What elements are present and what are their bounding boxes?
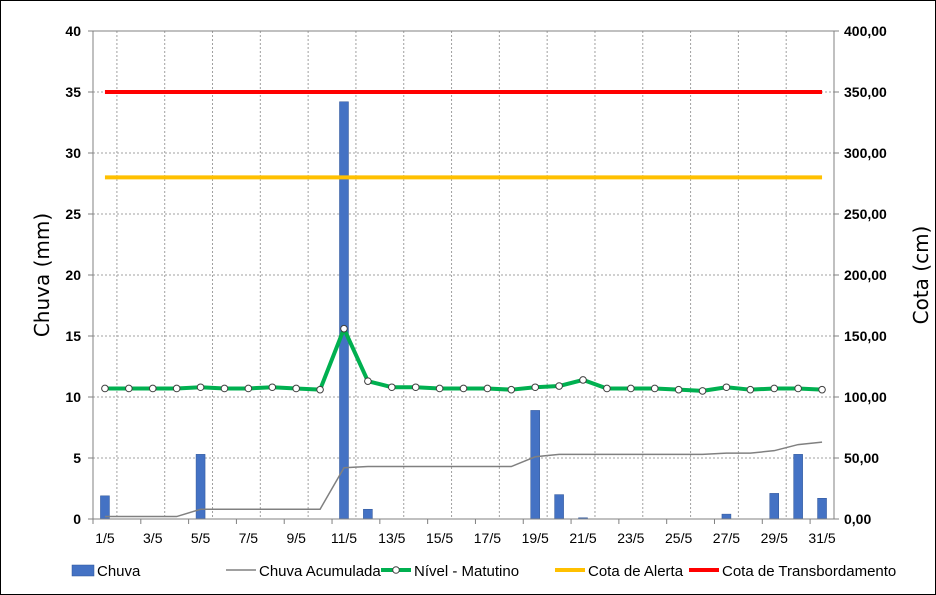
- nivel-matutino-point: [459, 384, 468, 393]
- y-left-tick-label: 40: [65, 23, 81, 39]
- x-tick-label: 17/5: [474, 530, 501, 546]
- chuva-bar: [769, 493, 779, 520]
- y-left-tick-label: 30: [65, 145, 81, 161]
- nivel-matutino-point: [507, 385, 516, 394]
- nivel-matutino-point: [148, 384, 157, 393]
- chuva-bar: [530, 410, 540, 520]
- y-left-tick-label: 0: [73, 511, 81, 527]
- x-tick-label: 11/5: [331, 530, 357, 546]
- nivel-matutino-point: [698, 387, 707, 395]
- nivel-matutino-point: [101, 384, 109, 393]
- nivel-matutino-point: [722, 383, 731, 392]
- x-tick-label: 13/5: [378, 530, 405, 546]
- nivel-matutino-point: [125, 384, 133, 393]
- y-axis-right-title: Cota (cm): [909, 226, 933, 325]
- legend-label: Cota de Transbordamento: [722, 563, 896, 580]
- y-right-tick-label: 150,00: [844, 328, 887, 344]
- x-tick-label: 27/5: [713, 530, 740, 546]
- nivel-matutino-point: [794, 384, 802, 393]
- chuva-bar: [100, 495, 110, 520]
- nivel-matutino-point: [244, 384, 253, 393]
- nivel-matutino-point: [770, 384, 779, 393]
- y-left-tick-label: 5: [73, 450, 81, 466]
- nivel-matutino-point: [435, 384, 444, 393]
- y-right-tick-label: 0,00: [844, 511, 871, 527]
- y-right-tick-label: 250,00: [844, 206, 887, 222]
- legend-label: Chuva: [97, 563, 141, 580]
- y-right-tick-label: 50,00: [844, 450, 879, 466]
- nivel-matutino-point: [674, 385, 683, 394]
- grid-layer: [93, 30, 834, 519]
- y-right-tick-label: 350,00: [844, 84, 887, 100]
- chuva-acumulada-line: [104, 441, 823, 518]
- legend-swatch-chuva: [71, 564, 95, 577]
- axis-layer: 05101520253035400,0050,00100,00150,00200…: [65, 23, 887, 546]
- y-left-tick-label: 25: [65, 206, 81, 222]
- bar-layer: [100, 101, 827, 520]
- x-tick-label: 1/5: [95, 530, 115, 546]
- x-tick-label: 9/5: [286, 530, 306, 546]
- nivel-matutino-point: [555, 382, 563, 390]
- nivel-matutino-point: [650, 384, 659, 393]
- y-right-tick-label: 400,00: [844, 23, 887, 39]
- chuva-bar: [793, 454, 803, 520]
- y-right-tick-label: 300,00: [844, 145, 887, 161]
- x-tick-label: 25/5: [665, 530, 692, 546]
- nivel-matutino-point: [818, 385, 826, 394]
- y-right-tick-label: 200,00: [844, 267, 887, 283]
- x-tick-label: 7/5: [239, 530, 259, 546]
- x-tick-label: 19/5: [522, 530, 549, 546]
- nivel-matutino-point: [411, 383, 420, 392]
- x-tick-label: 23/5: [617, 530, 644, 546]
- nivel-matutino-point: [196, 383, 205, 392]
- nivel-matutino-point: [268, 383, 277, 392]
- y-left-tick-label: 20: [65, 267, 81, 283]
- chuva-bar: [339, 101, 349, 520]
- x-tick-label: 15/5: [426, 530, 453, 546]
- legend-label: Cota de Alerta: [588, 563, 684, 580]
- x-tick-label: 5/5: [191, 530, 211, 546]
- x-tick-label: 21/5: [569, 530, 596, 546]
- nivel-matutino-point: [531, 383, 540, 392]
- nivel-matutino-point: [220, 384, 229, 393]
- nivel-matutino-point: [292, 384, 300, 393]
- nivel-matutino-point: [627, 384, 635, 393]
- chuva-bar: [363, 508, 373, 520]
- nivel-matutino-point: [340, 324, 348, 333]
- chuva-bar: [554, 494, 564, 520]
- legend-label: Nível - Matutino: [414, 563, 519, 580]
- legend-label: Chuva Acumulada: [259, 563, 381, 580]
- nivel-matutino-point: [364, 377, 372, 385]
- nivel-matutino-point: [579, 376, 587, 384]
- x-tick-label: 3/5: [143, 530, 163, 546]
- y-right-tick-label: 100,00: [844, 389, 887, 405]
- nivel-matutino-point: [603, 384, 611, 393]
- x-tick-label: 29/5: [761, 530, 788, 546]
- legend-marker-nivel-matutino: [392, 566, 400, 574]
- nivel-matutino-point: [746, 385, 755, 394]
- nivel-matutino-point: [172, 384, 181, 393]
- y-left-tick-label: 10: [65, 389, 81, 405]
- chuva-bar: [721, 513, 732, 520]
- nivel-matutino-point: [483, 384, 492, 393]
- y-left-tick-label: 15: [65, 328, 81, 344]
- legend: Chuva Chuva Acumulada Nível - Matutino Cota…: [71, 563, 896, 580]
- y-axis-left-title: Chuva (mm): [30, 213, 54, 337]
- x-tick-label: 31/5: [808, 530, 835, 546]
- chuva-bar: [817, 498, 827, 520]
- nivel-matutino-point: [387, 383, 396, 392]
- y-left-tick-label: 35: [65, 84, 81, 100]
- line-layer: [101, 90, 826, 518]
- nivel-matutino-point: [316, 385, 324, 394]
